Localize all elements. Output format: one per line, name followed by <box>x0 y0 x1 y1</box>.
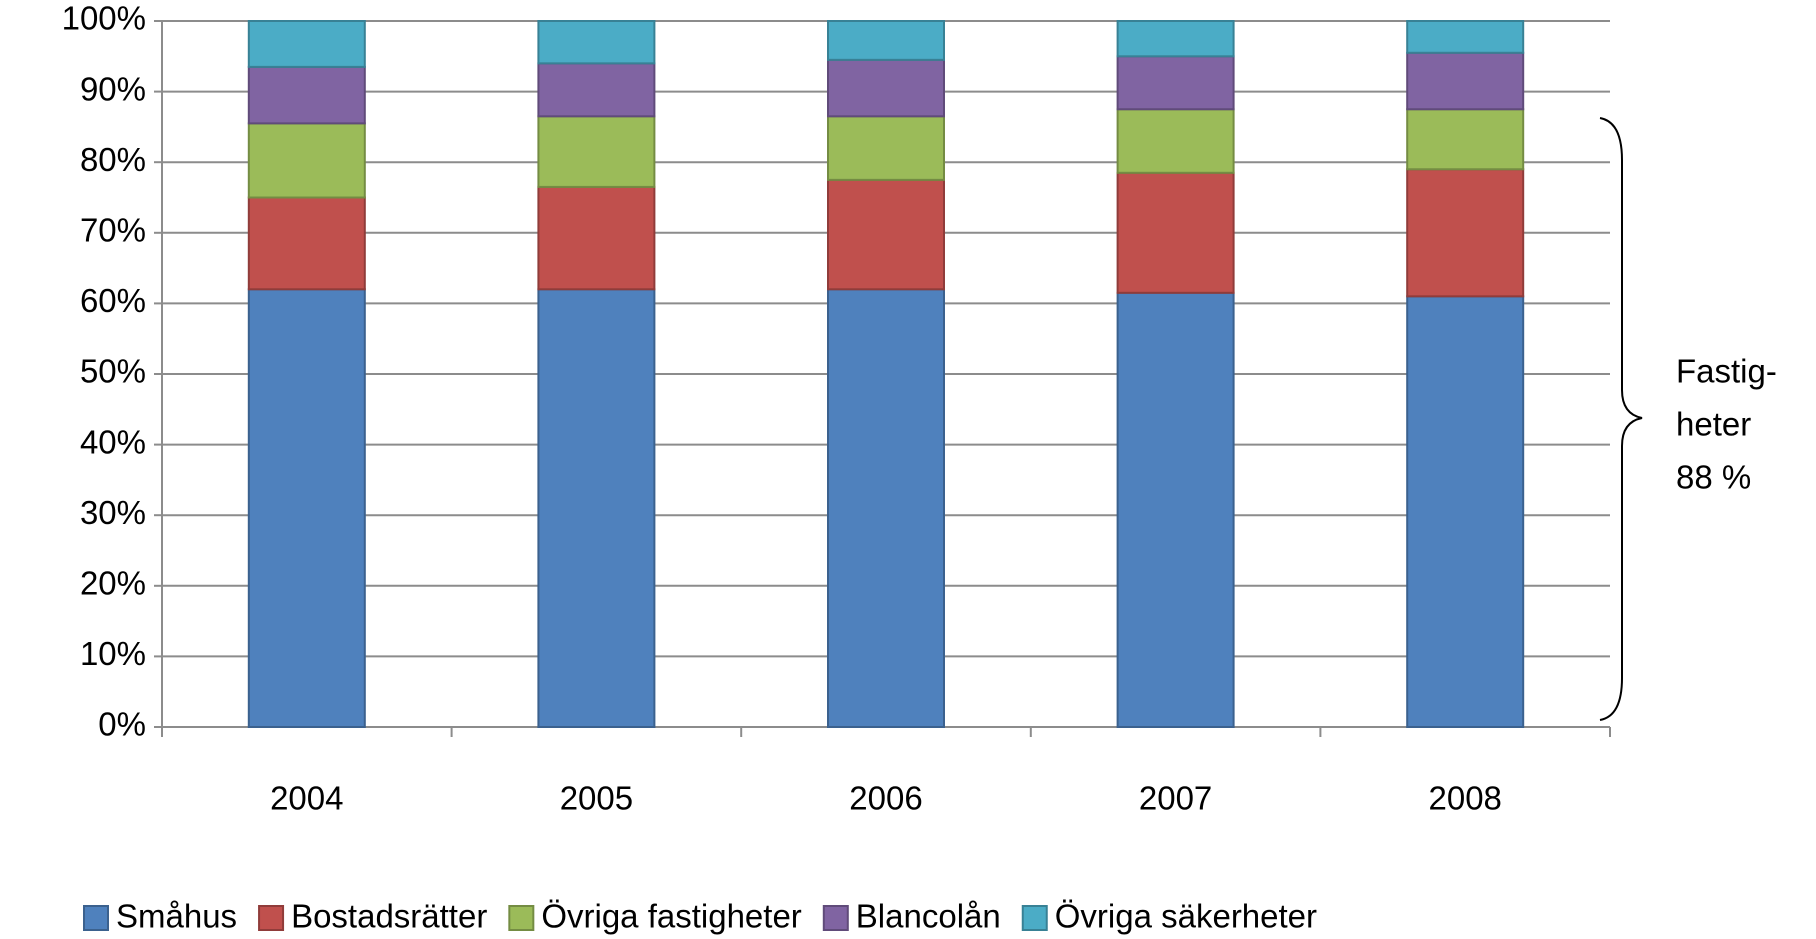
bar-segment <box>247 20 366 68</box>
legend-swatch <box>1021 905 1048 931</box>
legend-swatch <box>822 905 849 931</box>
x-tick-label: 2007 <box>1139 780 1212 817</box>
bar-segment <box>1406 295 1525 728</box>
bar-segment <box>537 62 656 118</box>
bar-segment <box>1116 108 1235 174</box>
x-tick-label: 2004 <box>270 780 343 817</box>
annotation: 88 % <box>1676 459 1751 496</box>
y-tick-label: 40% <box>80 423 146 460</box>
legend-label: Bostadsrätter <box>291 898 487 935</box>
bar-segment <box>827 20 945 61</box>
bar-segment <box>247 288 366 728</box>
y-tick-label: 30% <box>80 494 146 531</box>
legend-label: Övriga säkerheter <box>1055 898 1317 935</box>
bar-segment <box>1116 291 1235 728</box>
y-tick-label: 90% <box>80 70 146 107</box>
y-tick-label: 70% <box>80 212 146 249</box>
x-tick-label: 2008 <box>1428 780 1501 817</box>
bar-segment <box>247 122 366 199</box>
legend-swatch <box>83 905 109 931</box>
legend-label: Övriga fastigheter <box>541 898 801 935</box>
bar-segment <box>1116 20 1235 58</box>
y-tick-label: 50% <box>80 353 146 390</box>
bar-segment <box>537 115 656 188</box>
bar-segment <box>1116 171 1235 294</box>
y-tick-label: 100% <box>62 0 146 37</box>
bar-segment <box>1406 20 1525 54</box>
legend-swatch <box>508 905 535 931</box>
bar-segment <box>1406 51 1525 111</box>
bar-segment <box>827 58 945 118</box>
bar-segment <box>827 115 945 181</box>
y-tick-label: 60% <box>80 282 146 319</box>
bar-segment <box>537 20 656 65</box>
bar-segment <box>1406 108 1525 171</box>
bar-segment <box>537 185 656 291</box>
bar-segment <box>1116 55 1235 111</box>
legend-label: Blancolån <box>856 898 1001 935</box>
bar-segment <box>247 196 366 291</box>
bar-segment <box>247 65 366 125</box>
y-tick-label: 80% <box>80 141 146 178</box>
annotation: Fastig- <box>1676 353 1777 390</box>
y-tick-label: 10% <box>80 635 146 672</box>
x-tick-label: 2005 <box>560 780 633 817</box>
x-tick-label: 2006 <box>849 780 922 817</box>
y-tick-label: 0% <box>98 706 146 743</box>
bar-segment <box>1406 168 1525 298</box>
legend-swatch <box>258 905 285 931</box>
y-tick-label: 20% <box>80 565 146 602</box>
annotation: heter <box>1676 406 1751 443</box>
bar-segment <box>537 288 656 728</box>
brace <box>1599 117 1643 721</box>
bar-segment <box>827 178 945 291</box>
bar-segment <box>827 288 945 728</box>
legend-label: Småhus <box>116 898 237 935</box>
